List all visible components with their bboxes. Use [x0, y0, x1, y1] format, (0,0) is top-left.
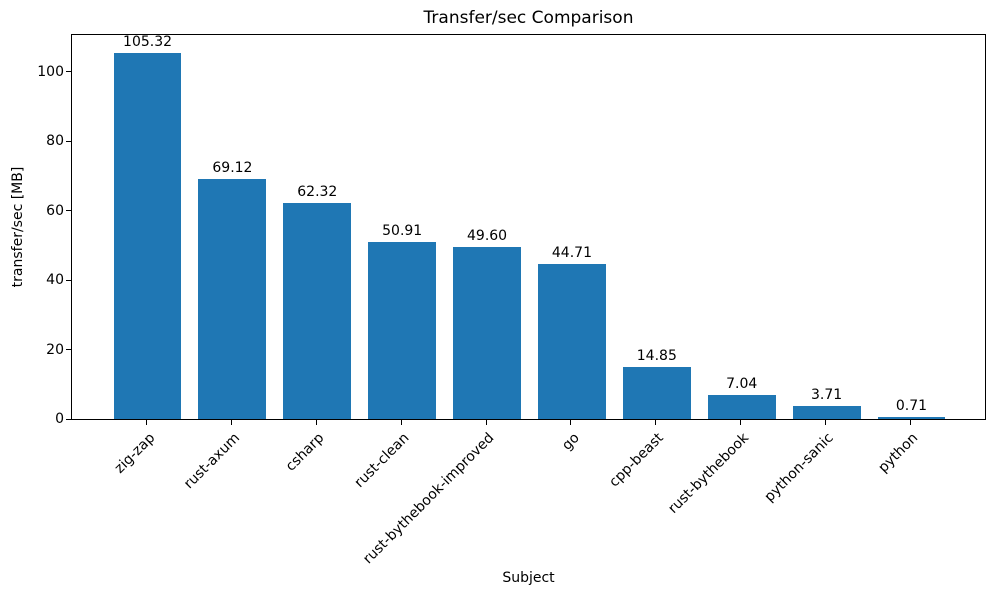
x-tick-mark: [570, 420, 572, 425]
y-tick-label-100: 100: [37, 63, 64, 80]
bar-csharp: [283, 202, 352, 419]
bar-go: [537, 263, 606, 419]
x-tick-label-zig-zap: zig-zap: [111, 430, 158, 477]
y-tick-label-20: 20: [46, 341, 64, 358]
bar-python: [877, 416, 946, 419]
x-tick-mark: [146, 420, 148, 425]
y-tick-mark: [66, 71, 71, 73]
x-tick-mark: [315, 420, 317, 425]
x-tick-label-python-sanic: python-sanic: [761, 430, 837, 506]
y-tick-label-80: 80: [46, 133, 64, 150]
bar-value-label-python-sanic: 3.71: [810, 387, 843, 404]
bar-value-label-rust-clean: 50.91: [382, 223, 423, 240]
y-tick-label-0: 0: [55, 411, 64, 427]
plot-area: 105.32 69.12 62.32 50.91 49.60 44.71 14.85 7.04…: [71, 34, 986, 420]
y-tick-mark: [66, 210, 71, 212]
bar-rust-bythebook: [707, 394, 776, 419]
y-tick-label-40: 40: [46, 272, 64, 289]
bar-rust-axum: [198, 179, 267, 419]
x-tick-mark: [909, 420, 911, 425]
bar-value-label-zig-zap: 105.32: [123, 34, 173, 51]
x-axis-tick-area: zig-zap rust-axum csharp rust-clean rust-byt…: [71, 420, 986, 570]
bar-value-label-go: 44.71: [551, 244, 592, 261]
x-axis-label: Subject: [502, 570, 555, 586]
y-axis-label: transfer/sec [MB]: [10, 166, 26, 288]
x-tick-mark: [740, 420, 742, 425]
bar-rust-clean: [368, 242, 437, 419]
x-tick-label-cpp-beast: cpp-beast: [606, 430, 668, 491]
y-tick-mark: [66, 140, 71, 142]
y-tick-mark: [66, 279, 71, 281]
x-tick-mark: [400, 420, 402, 425]
bar-value-label-python: 0.71: [895, 397, 928, 414]
x-tick-mark: [825, 420, 827, 425]
x-tick-label-rust-axum: rust-axum: [180, 430, 243, 493]
x-tick-mark: [655, 420, 657, 425]
x-tick-label-csharp: csharp: [283, 430, 328, 475]
y-tick-mark: [66, 349, 71, 351]
bar-value-label-rust-bythebook: 7.04: [726, 375, 758, 392]
bar-cpp-beast: [622, 367, 691, 419]
bar-value-label-cpp-beast: 14.85: [636, 348, 677, 365]
x-tick-label-python: python: [875, 430, 922, 476]
x-tick-label-rust-bythebook: rust-bythebook: [665, 430, 753, 517]
x-tick-mark: [230, 420, 232, 425]
bar-value-label-rust-axum: 69.12: [212, 160, 253, 176]
bar-value-label-rust-bythebook-improved: 49.60: [467, 227, 508, 244]
y-tick-label-60: 60: [46, 202, 64, 219]
y-tick-mark: [66, 418, 71, 420]
bar-zig-zap: [113, 53, 182, 419]
x-tick-mark: [485, 420, 487, 425]
bar-rust-bythebook-improved: [453, 246, 521, 419]
bar-python-sanic: [792, 406, 861, 419]
x-tick-label-go: go: [558, 430, 583, 454]
chart-title: Transfer/sec Comparison: [423, 8, 634, 28]
bar-value-label-csharp: 62.32: [297, 183, 338, 200]
x-tick-label-rust-clean: rust-clean: [351, 430, 413, 491]
